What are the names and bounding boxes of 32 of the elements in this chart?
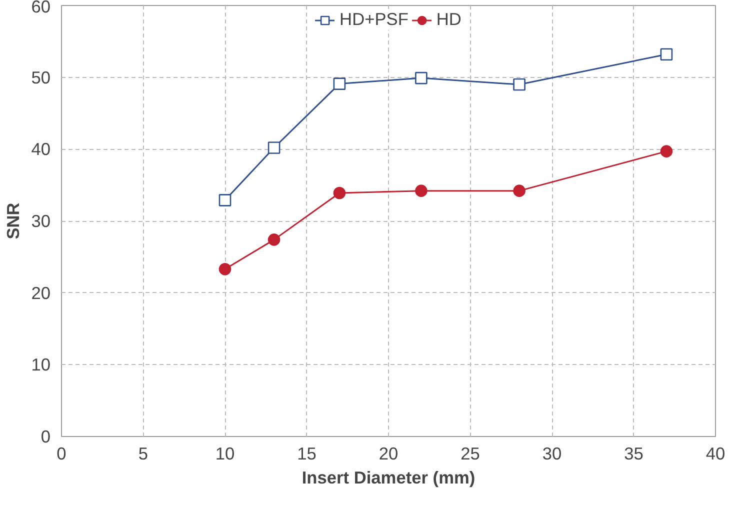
point xyxy=(660,48,673,60)
y-tick-label: 20 xyxy=(31,282,51,303)
y-tick-label: 0 xyxy=(40,426,51,446)
x-tick-label: 20 xyxy=(378,444,398,464)
y-tick-label: 50 xyxy=(31,67,51,88)
point xyxy=(660,145,673,158)
point xyxy=(268,234,280,246)
x-tick-label: 40 xyxy=(706,444,726,464)
x-tick-label: 5 xyxy=(138,444,148,464)
y-tick-label: 60 xyxy=(31,0,51,16)
x-tick-label: 10 xyxy=(215,444,235,464)
legend-label: HD+PSF xyxy=(340,9,408,30)
point xyxy=(218,262,232,276)
point xyxy=(415,72,428,84)
point xyxy=(333,186,346,200)
point xyxy=(513,184,526,197)
x-tick-label: 0 xyxy=(56,444,66,464)
point xyxy=(415,184,428,197)
y-tick-label: 40 xyxy=(31,139,51,160)
point xyxy=(513,78,526,91)
point xyxy=(268,142,280,154)
y-axis-title: SNR xyxy=(3,202,24,240)
y-tick-label: 10 xyxy=(31,354,51,375)
point xyxy=(333,78,346,90)
x-tick-label: 30 xyxy=(542,444,562,464)
x-axis-title: Insert Diameter (mm) xyxy=(302,468,476,488)
y-tick-label: 30 xyxy=(31,211,51,231)
x-tick-label: 35 xyxy=(624,444,644,464)
x-tick-label: 25 xyxy=(460,444,480,464)
legend-label: HD xyxy=(436,9,462,30)
x-tick-label: 15 xyxy=(297,444,316,464)
point xyxy=(218,194,232,206)
